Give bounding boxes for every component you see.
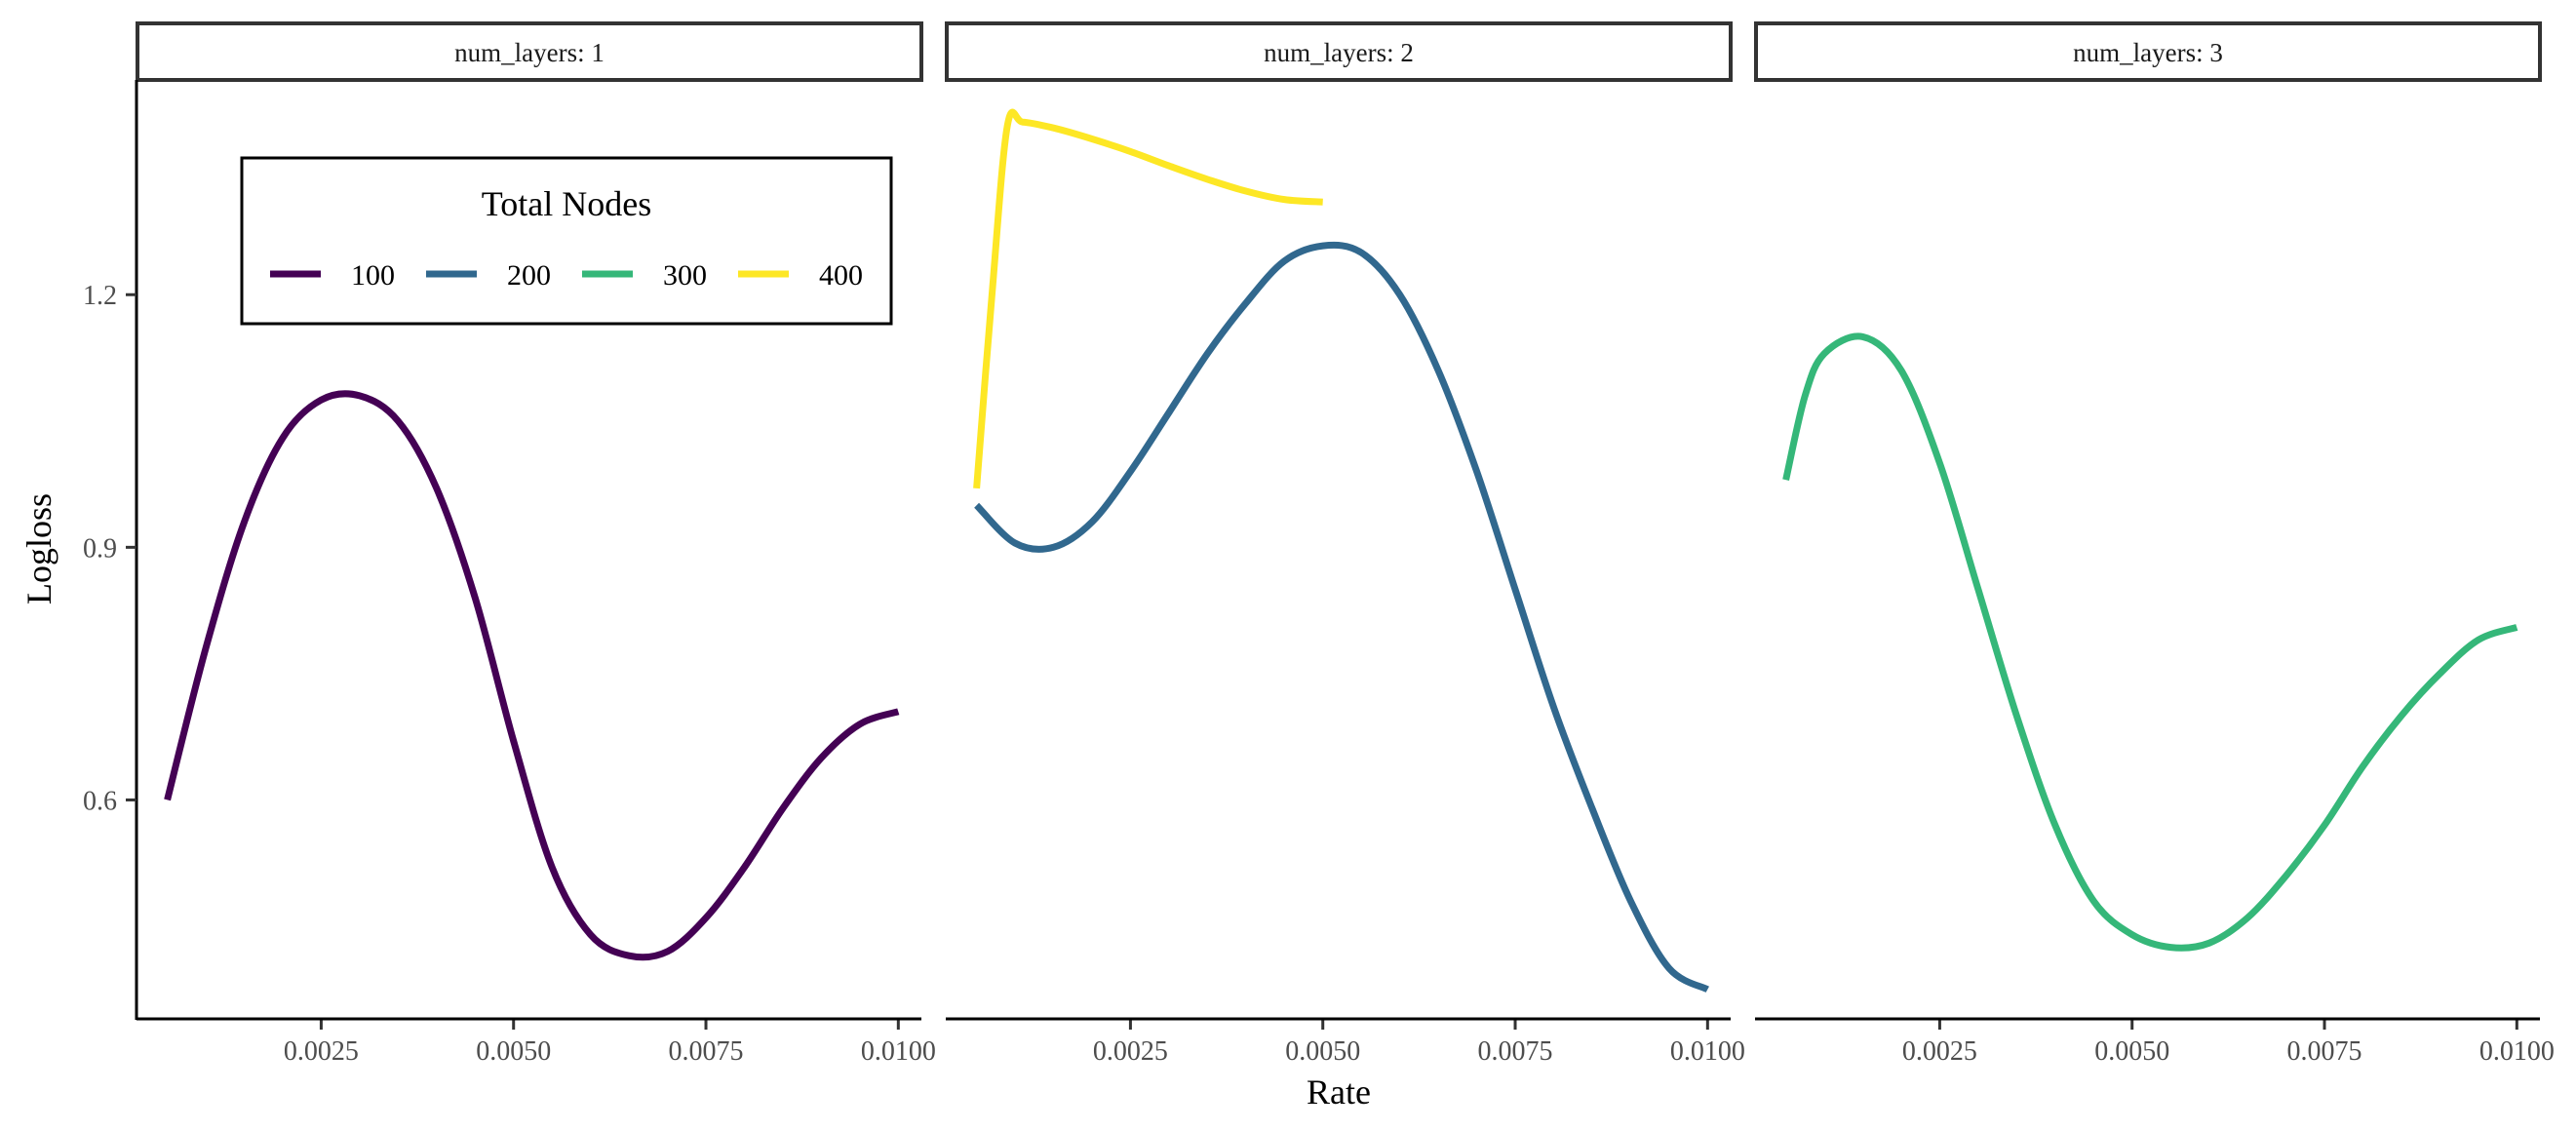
x-tick-label: 0.0025 (1093, 1036, 1168, 1067)
x-tick-label: 0.0050 (476, 1036, 551, 1067)
facet-1-lines (164, 390, 900, 961)
series-line-400 (973, 108, 1323, 489)
x-tick-label: 0.0075 (2287, 1036, 2362, 1067)
facet-strip-2 (945, 21, 1733, 82)
legend-box (240, 156, 893, 326)
legend-title: Total Nodes (482, 184, 651, 223)
y-axis-ticks: 0.6 0.9 1.2 (83, 281, 137, 816)
y-tick-label: 1.2 (83, 281, 117, 311)
series-line-200 (974, 241, 1709, 993)
x-tick-label: 0.0050 (1285, 1036, 1360, 1067)
facet-2-x-ticks: 0.0025 0.0050 0.0075 0.0100 (1093, 1019, 1745, 1067)
x-tick-label: 0.0100 (1670, 1036, 1745, 1067)
x-tick-label: 0.0075 (1478, 1036, 1553, 1067)
facet-panel-1: num_layers: 1 0.0025 0.0050 0.0075 0.0100 0… (83, 21, 936, 1067)
x-tick-label: 0.0025 (284, 1036, 359, 1067)
legend-label-400: 400 (819, 259, 863, 292)
legend: Total Nodes 100 200 300 400 (240, 156, 893, 326)
x-tick-label: 0.0050 (2094, 1036, 2169, 1067)
facet-2-lines (973, 108, 1709, 993)
x-tick-label: 0.0100 (2479, 1036, 2555, 1067)
y-axis-title: Logloss (20, 493, 59, 604)
legend-label-300: 300 (663, 259, 707, 292)
facet-3-lines (1782, 332, 2518, 952)
facet-3-x-ticks: 0.0025 0.0050 0.0075 0.0100 (1902, 1019, 2555, 1067)
series-line-100 (164, 390, 900, 961)
facet-strip-label-3: num_layers: 3 (2073, 38, 2223, 67)
y-tick-label: 0.6 (83, 786, 117, 816)
facet-1-x-ticks: 0.0025 0.0050 0.0075 0.0100 (284, 1019, 936, 1067)
facet-strip-1 (136, 21, 923, 82)
facet-strip-label-2: num_layers: 2 (1264, 38, 1414, 67)
y-tick-label: 0.9 (83, 533, 117, 564)
x-axis-title: Rate (1307, 1072, 1371, 1112)
legend-items: 100 200 300 400 (270, 259, 863, 292)
x-tick-label: 0.0075 (669, 1036, 744, 1067)
x-tick-label: 0.0025 (1902, 1036, 1977, 1067)
facet-panel-3: num_layers: 3 0.0025 0.0050 0.0075 0.0100 (1754, 21, 2555, 1067)
legend-label-100: 100 (351, 259, 395, 292)
legend-label-200: 200 (507, 259, 551, 292)
x-tick-label: 0.0100 (861, 1036, 936, 1067)
facet-strip-label-1: num_layers: 1 (454, 38, 605, 67)
series-line-300 (1782, 332, 2518, 952)
facet-panel-2: num_layers: 2 0.0025 0.0050 0.0075 0.0100 (945, 21, 1745, 1067)
facet-strip-3 (1754, 21, 2542, 82)
